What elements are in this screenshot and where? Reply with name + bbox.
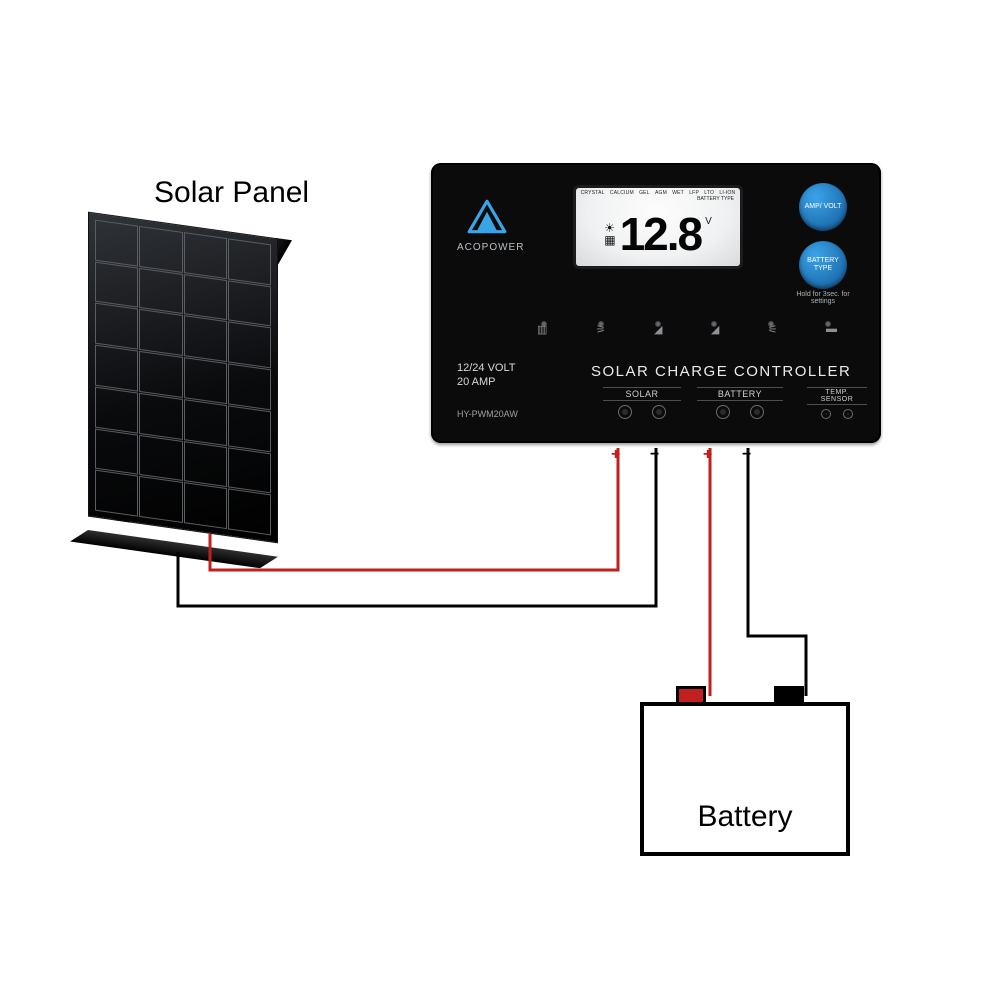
battery-label: Battery <box>644 800 846 834</box>
sensor-term-label: TEMP. SENSOR <box>807 387 867 405</box>
solar-term-label: SOLAR <box>603 387 681 401</box>
solar-panel <box>88 212 278 544</box>
charge3-icon: ◢ <box>711 323 719 336</box>
charge4-icon: ⚟ <box>768 323 778 336</box>
model-number: HY-PWM20AW <box>457 409 518 419</box>
charge-controller: ACOPOWER CRYSTALCALCIUMGELAGMWETLFPLTOLI… <box>431 163 881 443</box>
button-caption: Hold for 3sec. for settings <box>791 291 855 305</box>
battery-terminals: BATTERY <box>697 387 783 419</box>
lcd-readout: 12.8 <box>620 207 702 261</box>
lcd-display: CRYSTALCALCIUMGELAGMWETLFPLTOLI-ION BATT… <box>573 185 743 269</box>
sensor-terminals: TEMP. SENSOR <box>807 387 867 419</box>
panel-status-icon: ▥ <box>537 323 547 336</box>
status-icon-row: ▥ ⚞ ◢ ◢ ⚟ ▬ <box>537 323 837 336</box>
charge2-icon: ◢ <box>654 323 662 336</box>
lcd-unit: V <box>705 216 712 227</box>
amp-volt-button[interactable]: AMP/ VOLT <box>799 183 847 231</box>
solar-pos-mark: + <box>611 446 620 464</box>
voltage-spec: 12/24 VOLT 20 AMP <box>457 361 516 390</box>
battery-type-button[interactable]: BATTERY TYPE <box>799 241 847 289</box>
brand-logo: ACOPOWER <box>457 199 517 253</box>
solar-panel-label: Solar Panel <box>154 176 309 210</box>
triangle-logo-icon <box>466 199 508 235</box>
controller-title: SOLAR CHARGE CONTROLLER <box>591 363 851 380</box>
batt-neg-mark: − <box>742 446 751 464</box>
brand-text: ACOPOWER <box>457 242 517 253</box>
solar-neg-mark: − <box>650 446 659 464</box>
sun-icon: ☀▦ <box>604 222 615 246</box>
solar-terminals: SOLAR <box>603 387 681 419</box>
battery: Battery <box>640 702 850 856</box>
battery-status-icon: ▬ <box>826 323 837 336</box>
spec-line1: 12/24 VOLT <box>457 361 516 375</box>
batt-pos-mark: + <box>703 446 712 464</box>
battery-term-label: BATTERY <box>697 387 783 401</box>
charge1-icon: ⚞ <box>596 323 606 336</box>
spec-line2: 20 AMP <box>457 375 516 389</box>
